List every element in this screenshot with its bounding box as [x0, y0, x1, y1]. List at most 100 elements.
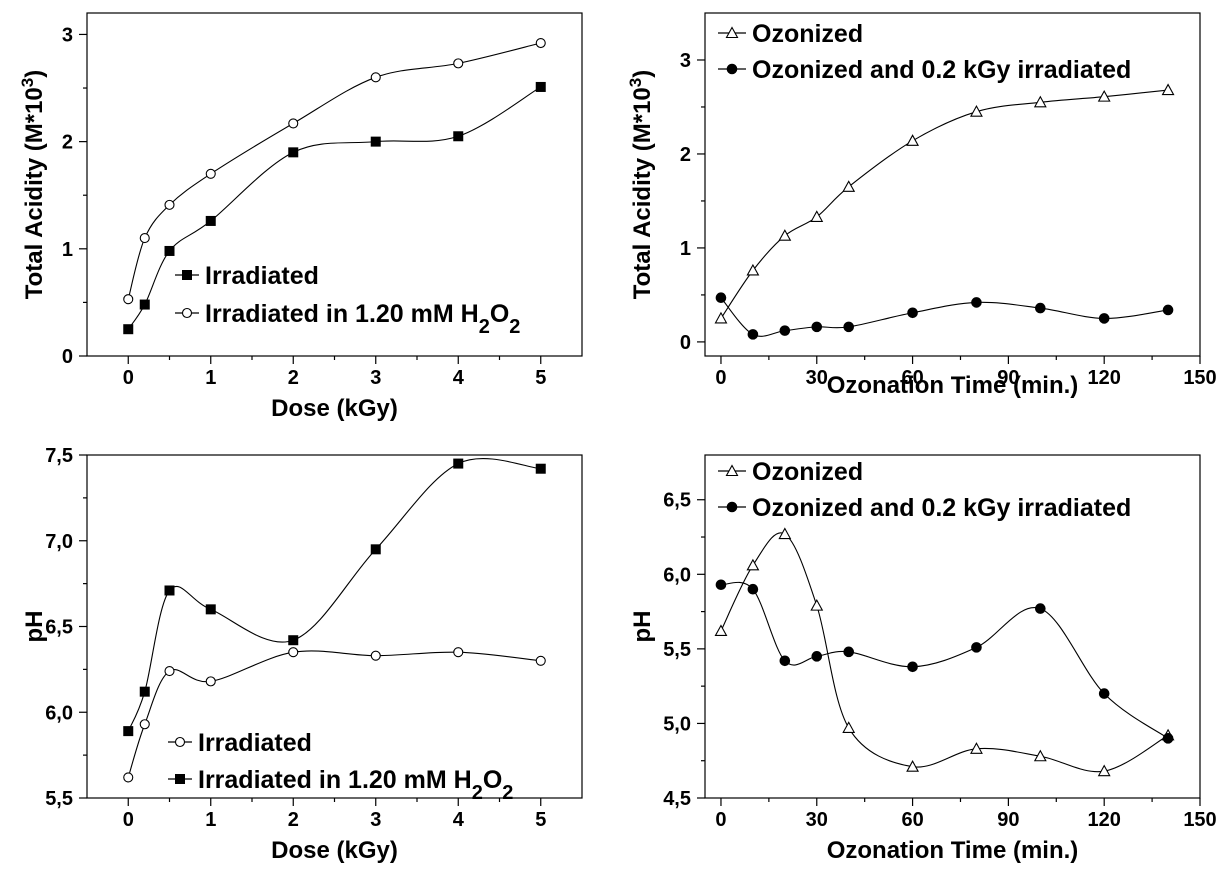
data-point — [779, 655, 791, 667]
y-tick-label: 7,5 — [45, 445, 73, 467]
data-point — [164, 199, 175, 210]
data-point — [906, 134, 920, 146]
series-ozonized-and-0-2-kgy-irradiated — [715, 579, 1174, 744]
legend-label: Ozonized — [752, 458, 863, 486]
x-tick-label: 30 — [806, 809, 828, 831]
y-tick-label: 5,0 — [663, 713, 691, 735]
series-line — [127, 650, 541, 778]
series-ozonized — [714, 83, 1175, 324]
x-tick-label: 1 — [205, 809, 216, 831]
x-tick-label: 3 — [370, 367, 381, 389]
y-tick-label: 3 — [62, 24, 73, 46]
x-axis-title: Dose (kGy) — [271, 837, 398, 864]
data-point — [778, 527, 792, 540]
x-tick-label: 0 — [715, 809, 726, 831]
data-point — [370, 72, 381, 83]
x-tick-label: 0 — [715, 367, 726, 389]
data-point — [139, 719, 150, 730]
data-point — [1162, 304, 1174, 316]
x-axis-title: Dose (kGy) — [271, 395, 398, 422]
data-point — [747, 329, 759, 340]
y-axis-title: Total Acidity (M*103) — [626, 70, 657, 300]
series-line — [720, 581, 1169, 739]
x-tick-label: 90 — [997, 367, 1019, 389]
data-point — [1098, 313, 1110, 324]
series-line — [127, 42, 541, 300]
x-tick-label: 120 — [1088, 367, 1121, 389]
series-irradiated — [123, 647, 546, 783]
data-point — [843, 321, 855, 333]
legend-marker — [725, 26, 739, 39]
series-irradiated — [123, 81, 546, 335]
data-point — [288, 635, 299, 646]
series-irradiated-in-1-20-mm-h2o2 — [123, 37, 546, 305]
data-point — [370, 650, 381, 661]
legend-marker — [725, 464, 739, 477]
data-point — [535, 81, 546, 92]
x-tick-label: 5 — [535, 367, 546, 389]
data-point — [907, 307, 918, 319]
data-point — [843, 646, 855, 658]
data-point — [810, 598, 824, 611]
data-point — [123, 772, 134, 783]
legend-label: Irradiated — [205, 262, 319, 290]
data-point — [971, 642, 982, 653]
data-point — [1033, 95, 1047, 108]
x-tick-label: 120 — [1088, 809, 1121, 831]
data-point — [714, 624, 728, 637]
legend-entry: Ozonized and 0.2 kGy irradiated — [718, 494, 1131, 522]
legend-marker — [181, 307, 193, 319]
series-line — [720, 297, 1169, 337]
data-point — [123, 294, 134, 305]
legend-entry: Irradiated — [168, 729, 312, 757]
legend-entry: Irradiated in 1.20 mM H2O2 — [175, 300, 520, 338]
y-tick-label: 1 — [680, 238, 691, 260]
y-tick-label: 1 — [62, 239, 73, 261]
data-point — [205, 676, 216, 687]
data-point — [123, 726, 134, 737]
legend-marker — [175, 774, 185, 784]
y-tick-label: 5,5 — [663, 639, 691, 661]
x-tick-label: 60 — [901, 367, 923, 389]
data-point — [811, 321, 823, 333]
x-tick-label: 5 — [535, 809, 546, 831]
series-ozonized — [714, 527, 1175, 777]
data-point — [1033, 749, 1047, 762]
data-point — [714, 311, 728, 324]
series-ozonized-and-0-2-kgy-irradiated — [715, 292, 1174, 340]
data-point — [811, 651, 823, 662]
data-point — [778, 229, 792, 241]
plot-frame — [86, 454, 583, 799]
data-point — [139, 233, 150, 244]
legend-entry: Ozonized and 0.2 kGy irradiated — [718, 56, 1131, 84]
data-point — [139, 299, 150, 310]
series-line — [127, 458, 541, 732]
legend-label: Irradiated in 1.20 mM H2O2 — [205, 300, 520, 338]
chart-panel-2: 0 30 60 90 120 150 0 1 2 3 Ozonation Time (min.) To… — [626, 12, 1217, 399]
chart-panel-1: 0 1 2 3 4 5 0 1 2 3 Dose (kGy) Total Acidity (M*103… — [18, 12, 583, 422]
data-point — [970, 742, 983, 754]
data-point — [535, 655, 546, 666]
legend-label: Ozonized — [752, 20, 863, 48]
data-point — [906, 760, 920, 772]
data-point — [164, 666, 175, 677]
legend-label: Ozonized and 0.2 kGy irradiated — [752, 494, 1131, 522]
data-point — [453, 647, 464, 658]
data-point — [1097, 764, 1111, 777]
data-point — [123, 324, 134, 335]
data-point — [453, 58, 464, 69]
legend-entry: Ozonized — [718, 458, 863, 486]
data-point — [747, 583, 759, 595]
data-point — [288, 118, 299, 129]
data-point — [842, 721, 856, 733]
x-tick-label: 3 — [370, 809, 381, 831]
y-axis-title: Total Acidity (M*103) — [18, 70, 49, 300]
legend-marker — [726, 501, 738, 513]
series-line — [720, 89, 1169, 319]
legend-marker — [174, 736, 186, 748]
data-point — [370, 544, 381, 555]
legend-marker — [182, 270, 192, 280]
legend-label: Ozonized and 0.2 kGy irradiated — [752, 56, 1131, 84]
legend-entry: Ozonized — [718, 20, 863, 48]
